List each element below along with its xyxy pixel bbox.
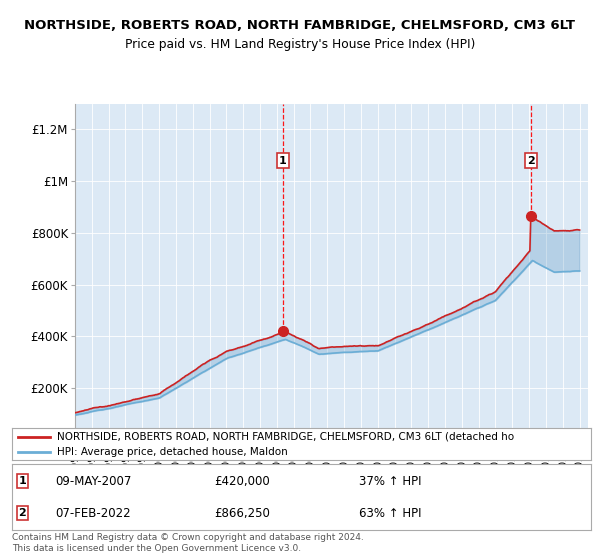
- Text: 63% ↑ HPI: 63% ↑ HPI: [359, 507, 422, 520]
- Text: £420,000: £420,000: [215, 475, 271, 488]
- Text: Contains HM Land Registry data © Crown copyright and database right 2024.
This d: Contains HM Land Registry data © Crown c…: [12, 533, 364, 553]
- Text: £866,250: £866,250: [215, 507, 271, 520]
- Text: 37% ↑ HPI: 37% ↑ HPI: [359, 475, 422, 488]
- Text: NORTHSIDE, ROBERTS ROAD, NORTH FAMBRIDGE, CHELMSFORD, CM3 6LT: NORTHSIDE, ROBERTS ROAD, NORTH FAMBRIDGE…: [25, 18, 575, 32]
- Text: 07-FEB-2022: 07-FEB-2022: [55, 507, 131, 520]
- Text: Price paid vs. HM Land Registry's House Price Index (HPI): Price paid vs. HM Land Registry's House …: [125, 38, 475, 52]
- Text: 2: 2: [527, 156, 535, 166]
- Text: 2: 2: [19, 508, 26, 518]
- Text: 1: 1: [19, 477, 26, 487]
- Text: 1: 1: [279, 156, 287, 166]
- Text: NORTHSIDE, ROBERTS ROAD, NORTH FAMBRIDGE, CHELMSFORD, CM3 6LT (detached ho: NORTHSIDE, ROBERTS ROAD, NORTH FAMBRIDGE…: [57, 432, 514, 442]
- Text: 09-MAY-2007: 09-MAY-2007: [55, 475, 132, 488]
- Text: HPI: Average price, detached house, Maldon: HPI: Average price, detached house, Mald…: [57, 447, 288, 457]
